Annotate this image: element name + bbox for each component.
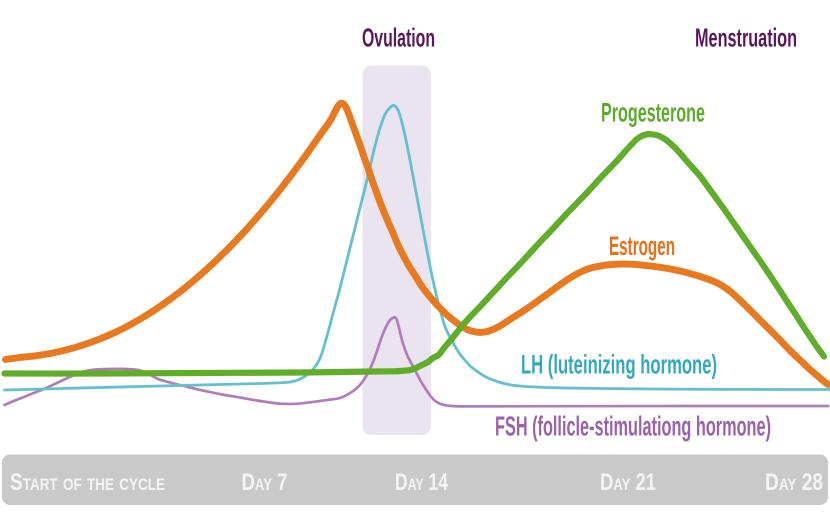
svg-text:Menstruation: Menstruation — [695, 23, 797, 53]
svg-text:Day 7: Day 7 — [242, 469, 288, 496]
svg-text:Start of the cycle: Start of the cycle — [10, 469, 165, 496]
svg-text:LH (luteinizing hormone): LH (luteinizing hormone) — [521, 350, 717, 380]
svg-text:FSH (follicle-stimulationg hor: FSH (follicle-stimulationg hormone) — [495, 411, 771, 442]
svg-text:Day 21: Day 21 — [600, 469, 656, 496]
svg-text:Progesterone: Progesterone — [601, 98, 705, 128]
svg-text:Day 14: Day 14 — [395, 469, 448, 496]
svg-text:Day 28: Day 28 — [765, 469, 823, 496]
svg-text:Ovulation: Ovulation — [362, 23, 435, 53]
svg-text:Estrogen: Estrogen — [609, 231, 675, 261]
